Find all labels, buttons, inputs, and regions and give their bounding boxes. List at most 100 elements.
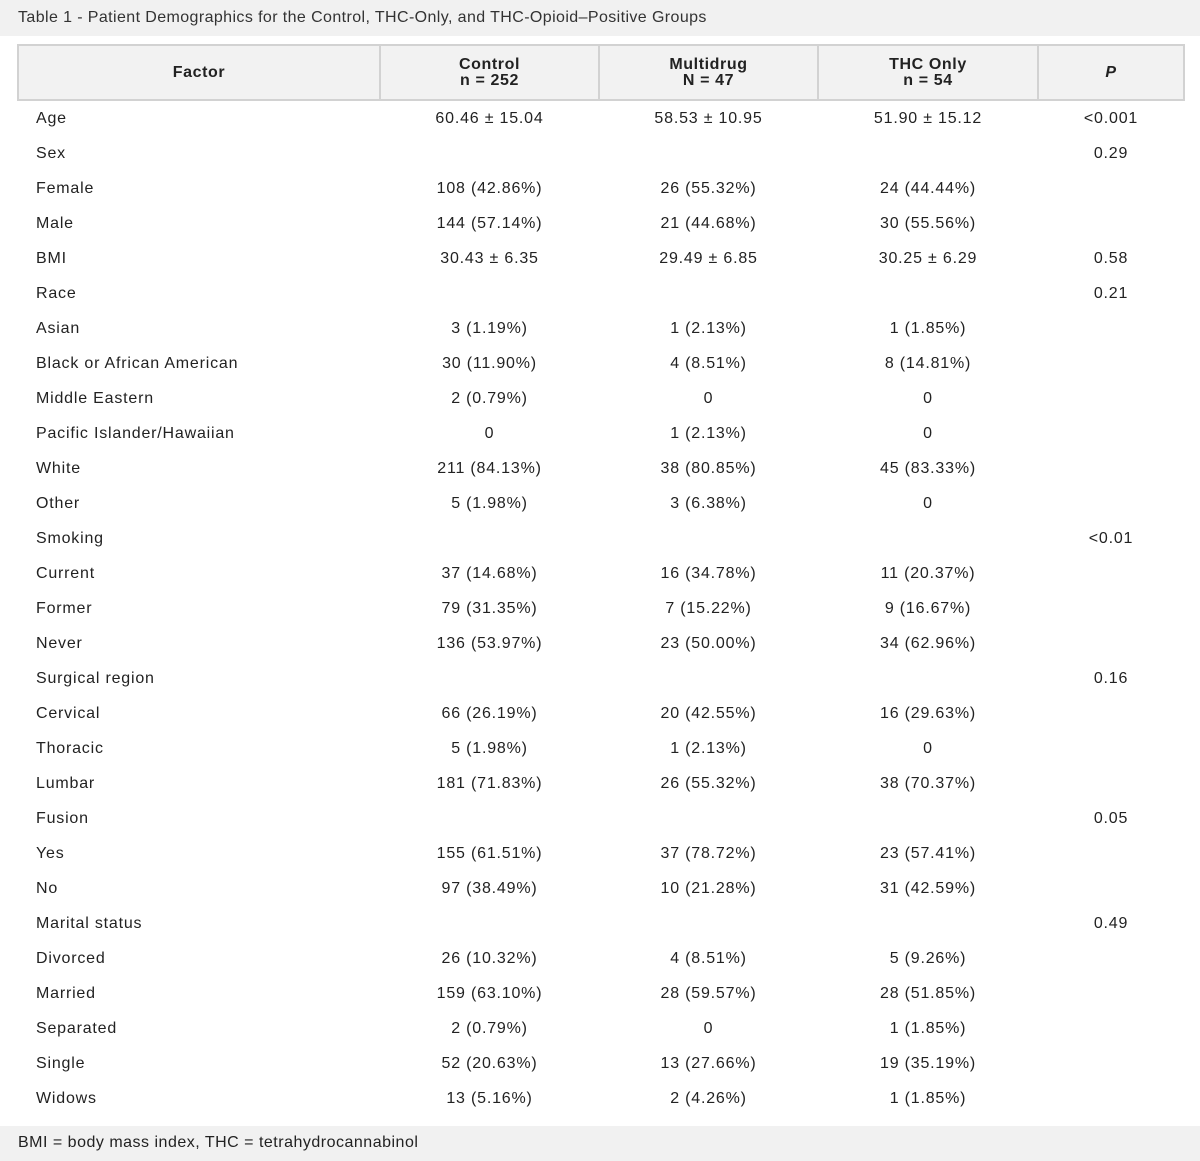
p-value-cell (1038, 731, 1184, 766)
multidrug-cell: 38 (80.85%) (660, 459, 757, 477)
multidrug-cell: 20 (42.55%) (660, 704, 757, 722)
factor-cell: Married (36, 984, 96, 1002)
demographics-table: Factor Control n = 252 Multidrug N = 47 … (17, 44, 1185, 1116)
table-row: Former 79 (31.35%) 7 (15.22%) 9 (16.67%) (18, 591, 1184, 626)
factor-cell: Yes (36, 844, 65, 862)
multidrug-cell (599, 136, 818, 171)
factor-cell: Marital status (36, 914, 143, 932)
table-row: Fusion 0.05 (18, 801, 1184, 836)
control-cell: 136 (53.97%) (436, 634, 543, 652)
table-row: Marital status 0.49 (18, 906, 1184, 941)
multidrug-cell: 1 (2.13%) (670, 424, 747, 442)
thc-only-cell: 34 (62.96%) (880, 634, 976, 652)
control-cell: 66 (26.19%) (441, 704, 538, 722)
table-row: Never 136 (53.97%) 23 (50.00%) 34 (62.96%) (18, 626, 1184, 661)
p-value-cell: 0.21 (1093, 284, 1129, 302)
p-value-cell (1038, 451, 1184, 486)
factor-cell: Surgical region (36, 669, 155, 687)
multidrug-cell: 16 (34.78%) (660, 564, 757, 582)
table-row: Female 108 (42.86%) 26 (55.32%) 24 (44.44%) (18, 171, 1184, 206)
table-row: Smoking <0.01 (18, 521, 1184, 556)
factor-cell: Sex (36, 144, 66, 162)
p-value-cell (1038, 346, 1184, 381)
p-value-cell (1038, 696, 1184, 731)
p-value-cell (1038, 976, 1184, 1011)
control-cell: 97 (38.49%) (441, 879, 538, 897)
control-cell: 37 (14.68%) (441, 564, 538, 582)
factor-cell: Fusion (36, 809, 89, 827)
factor-cell: Race (36, 284, 77, 302)
control-cell: 30 (11.90%) (442, 354, 537, 372)
multidrug-cell: 37 (78.72%) (660, 844, 757, 862)
multidrug-cell: 26 (55.32%) (660, 774, 757, 792)
table-row: Male 144 (57.14%) 21 (44.68%) 30 (55.56%) (18, 206, 1184, 241)
thc-only-cell: 24 (44.44%) (880, 179, 976, 197)
p-value-cell (1038, 206, 1184, 241)
factor-cell: Smoking (36, 529, 104, 547)
thc-only-cell: 51.90 ± 15.12 (873, 109, 983, 127)
thc-only-cell: 0 (923, 494, 933, 512)
table-row: White 211 (84.13%) 38 (80.85%) 45 (83.33%) (18, 451, 1184, 486)
factor-cell: Asian (36, 319, 81, 337)
control-cell: 144 (57.14%) (436, 214, 543, 232)
control-cell (380, 276, 599, 311)
multidrug-cell: 28 (59.57%) (660, 984, 757, 1002)
p-value-cell: <0.001 (1083, 109, 1139, 127)
table-row: Single 52 (20.63%) 13 (27.66%) 19 (35.19%) (18, 1046, 1184, 1081)
p-value-cell (1038, 1046, 1184, 1081)
header-thc-only-label: THC Only (889, 55, 967, 73)
thc-only-cell: 5 (9.26%) (889, 949, 967, 967)
header-multidrug-n: N = 47 (682, 71, 735, 89)
table-row: Thoracic 5 (1.98%) 1 (2.13%) 0 (18, 731, 1184, 766)
p-value-cell (1038, 381, 1184, 416)
table-footnote: BMI = body mass index, THC = tetrahydroc… (0, 1126, 1200, 1161)
p-value-cell: <0.01 (1088, 529, 1134, 547)
header-factor: Factor (17, 44, 381, 101)
thc-only-cell: 31 (42.59%) (880, 879, 976, 897)
control-cell: 159 (63.10%) (436, 984, 543, 1002)
factor-cell: Single (36, 1054, 86, 1072)
multidrug-cell (599, 276, 818, 311)
thc-only-cell: 19 (35.19%) (880, 1054, 976, 1072)
table-row: Married 159 (63.10%) 28 (59.57%) 28 (51.85%… (18, 976, 1184, 1011)
p-value-cell (1038, 836, 1184, 871)
table-row: Middle Eastern 2 (0.79%) 0 0 (18, 381, 1184, 416)
header-multidrug: Multidrug N = 47 (598, 44, 819, 101)
multidrug-cell (599, 906, 818, 941)
control-cell: 108 (42.86%) (436, 179, 543, 197)
thc-only-cell: 30.25 ± 6.29 (878, 249, 978, 267)
table-row: Current 37 (14.68%) 16 (34.78%) 11 (20.37%) (18, 556, 1184, 591)
p-value-cell (1038, 591, 1184, 626)
thc-only-cell (818, 136, 1038, 171)
multidrug-cell: 1 (2.13%) (670, 739, 747, 757)
table-row: Yes 155 (61.51%) 37 (78.72%) 23 (57.41%) (18, 836, 1184, 871)
table-row: Asian 3 (1.19%) 1 (2.13%) 1 (1.85%) (18, 311, 1184, 346)
multidrug-cell: 4 (8.51%) (670, 354, 747, 372)
factor-cell: Female (36, 179, 95, 197)
multidrug-cell: 0 (703, 389, 714, 407)
multidrug-cell: 10 (21.28%) (660, 879, 757, 897)
factor-cell: Thoracic (36, 739, 104, 757)
multidrug-cell: 0 (703, 1019, 714, 1037)
p-value-cell: 0.16 (1093, 669, 1129, 687)
table-row: Divorced 26 (10.32%) 4 (8.51%) 5 (9.26%) (18, 941, 1184, 976)
multidrug-cell (599, 801, 818, 836)
control-cell: 52 (20.63%) (441, 1054, 538, 1072)
table-row: Black or African American 30 (11.90%) 4 (8… (18, 346, 1184, 381)
thc-only-cell: 0 (923, 424, 933, 442)
table-row: Race 0.21 (18, 276, 1184, 311)
control-cell: 2 (0.79%) (451, 389, 528, 407)
p-value-cell (1038, 1011, 1184, 1046)
control-cell: 155 (61.51%) (436, 844, 543, 862)
header-row: Factor Control n = 252 Multidrug N = 47 … (17, 44, 1185, 101)
p-value-cell (1038, 1081, 1184, 1116)
p-value-cell (1038, 311, 1184, 346)
p-value-cell (1038, 556, 1184, 591)
thc-only-cell: 45 (83.33%) (880, 459, 976, 477)
factor-cell: Lumbar (36, 774, 96, 792)
multidrug-cell: 26 (55.32%) (660, 179, 757, 197)
p-value-cell (1038, 766, 1184, 801)
header-p-value: P (1037, 44, 1185, 101)
multidrug-cell: 1 (2.13%) (670, 319, 747, 337)
table-row: No 97 (38.49%) 10 (21.28%) 31 (42.59%) (18, 871, 1184, 906)
